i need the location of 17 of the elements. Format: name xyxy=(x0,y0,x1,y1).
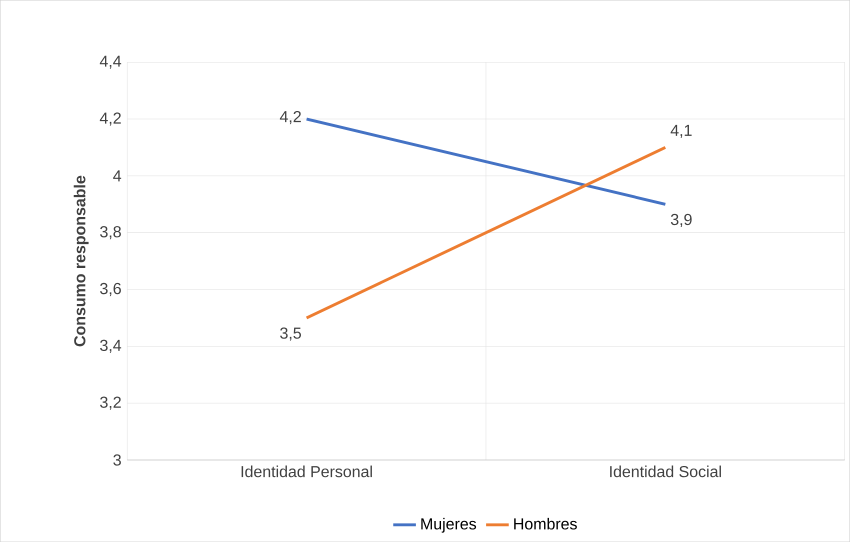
legend-label: Mujeres xyxy=(421,518,476,533)
x-tick-label: Identidad Social xyxy=(610,465,721,478)
y-tick-label: 3,6 xyxy=(100,282,121,296)
y-tick-label: 3,4 xyxy=(100,340,122,353)
y-tick-label: 3 xyxy=(113,454,121,466)
x-tick-label: Identidad Personal xyxy=(242,465,372,478)
y-tick-label: 4,4 xyxy=(100,56,122,69)
y-tick-label: 3,8 xyxy=(100,226,121,240)
data-label: 4,1 xyxy=(670,124,692,138)
data-label: 4,2 xyxy=(280,110,301,124)
data-label: 3,9 xyxy=(670,214,692,227)
y-tick-label: 3,2 xyxy=(100,396,121,410)
y-axis-title: Consumo responsable xyxy=(74,176,89,346)
y-tick-label: 4,2 xyxy=(100,112,121,126)
legend-label: Hombres xyxy=(514,518,577,530)
y-tick-label: 4 xyxy=(113,170,122,182)
data-label: 3,5 xyxy=(280,327,301,341)
